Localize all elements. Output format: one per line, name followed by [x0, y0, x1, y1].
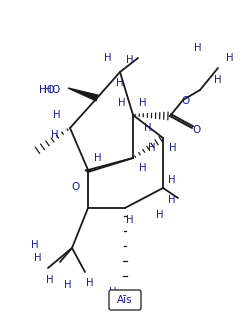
- Text: H: H: [104, 53, 112, 63]
- Polygon shape: [85, 170, 91, 172]
- Text: H: H: [94, 153, 102, 163]
- Text: H: H: [116, 78, 124, 88]
- Text: H: H: [226, 53, 234, 63]
- Text: H: H: [156, 210, 164, 220]
- Text: H: H: [169, 143, 177, 153]
- Text: O: O: [192, 125, 200, 135]
- Text: H: H: [44, 85, 52, 95]
- Text: H: H: [86, 278, 94, 288]
- Text: H: H: [194, 43, 202, 53]
- Text: H: H: [34, 253, 42, 263]
- Text: H: H: [64, 280, 72, 290]
- Text: H: H: [109, 287, 117, 297]
- Text: H: H: [148, 143, 156, 153]
- Text: H: H: [31, 240, 39, 250]
- Polygon shape: [68, 88, 98, 101]
- Text: H: H: [126, 215, 134, 225]
- Text: H: H: [168, 175, 176, 185]
- Text: H: H: [46, 275, 54, 285]
- Text: H: H: [51, 130, 59, 140]
- Text: O: O: [181, 96, 189, 106]
- Text: Aīs: Aīs: [117, 295, 133, 305]
- Text: O: O: [51, 85, 59, 95]
- Text: O: O: [71, 182, 79, 192]
- Text: H: H: [168, 195, 176, 205]
- Text: H: H: [126, 55, 134, 65]
- Text: HO: HO: [39, 85, 55, 95]
- FancyBboxPatch shape: [109, 290, 141, 310]
- Text: H: H: [53, 110, 61, 120]
- Text: H: H: [139, 163, 147, 173]
- Text: H: H: [144, 123, 152, 133]
- Text: H: H: [118, 98, 126, 108]
- Text: H: H: [214, 75, 222, 85]
- Text: H: H: [139, 98, 147, 108]
